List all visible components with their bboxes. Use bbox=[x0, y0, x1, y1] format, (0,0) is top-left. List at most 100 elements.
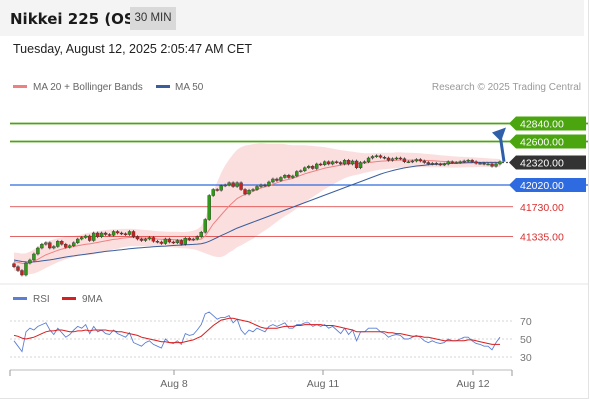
candle-body bbox=[478, 163, 482, 165]
candle-body bbox=[243, 189, 247, 195]
candle-body bbox=[482, 163, 486, 165]
candle-body bbox=[450, 161, 454, 163]
rsi-level-label-30: 30 bbox=[520, 352, 532, 364]
candle-body bbox=[259, 184, 263, 187]
candle-body bbox=[12, 263, 16, 267]
candle-body bbox=[227, 182, 231, 186]
datetime-label: Tuesday, August 12, 2025 2:05:47 AM CET bbox=[13, 42, 253, 56]
candle-body bbox=[386, 157, 391, 161]
candle-body bbox=[24, 262, 28, 276]
ma20-legend-label: MA 20 + Bollinger Bands bbox=[33, 82, 143, 93]
timeframe-button[interactable]: 30 MIN bbox=[130, 7, 176, 30]
candle-body bbox=[107, 234, 112, 236]
x-tick-label-2: Aug 11 bbox=[307, 378, 340, 390]
candle-body bbox=[115, 231, 120, 234]
candle-body bbox=[346, 160, 351, 165]
candle-body bbox=[446, 161, 450, 165]
candle-body bbox=[319, 163, 323, 166]
candle-body bbox=[203, 219, 207, 233]
candle-body bbox=[76, 238, 80, 243]
ma50-legend-label: MA 50 bbox=[175, 82, 204, 93]
candle-body bbox=[490, 163, 494, 167]
candle-body bbox=[402, 158, 407, 162]
candle-body bbox=[20, 270, 24, 276]
candle-body bbox=[167, 238, 172, 243]
candle-body bbox=[207, 195, 211, 220]
candle-body bbox=[32, 253, 36, 261]
projection-arrowhead bbox=[492, 127, 506, 142]
header-bar: Nikkei 225 (OSE) 30 MIN bbox=[0, 0, 584, 36]
rsi-legend-label: RSI bbox=[33, 294, 50, 305]
bollinger-band bbox=[14, 143, 500, 275]
projection-arrow-layer bbox=[492, 127, 506, 162]
level-tag-4 bbox=[509, 178, 586, 192]
rsi-ma-legend-label: 9MA bbox=[82, 294, 103, 305]
candle-body bbox=[330, 161, 335, 165]
candle-body bbox=[139, 238, 144, 241]
candle-body bbox=[311, 166, 315, 169]
candles-layer bbox=[12, 154, 502, 277]
candle-body bbox=[498, 161, 502, 165]
candle-body bbox=[434, 163, 438, 165]
candle-body bbox=[199, 232, 203, 237]
candle-body bbox=[195, 236, 199, 240]
candle-body bbox=[103, 232, 108, 235]
candle-body bbox=[327, 161, 331, 165]
candle-body bbox=[315, 163, 319, 169]
candle-body bbox=[382, 157, 387, 159]
candle-body bbox=[394, 157, 399, 160]
candle-body bbox=[16, 266, 20, 271]
x-tick-label-1: Aug 8 bbox=[160, 378, 188, 390]
candle-body bbox=[458, 161, 462, 163]
level-tag-1 bbox=[509, 116, 586, 131]
candle-body bbox=[406, 161, 411, 163]
rsi-panel: 70 50 30 bbox=[10, 311, 532, 364]
candle-body bbox=[215, 189, 219, 191]
candle-body bbox=[263, 184, 267, 187]
candle-body bbox=[370, 156, 375, 159]
level-label-5: 41730.00 bbox=[520, 202, 564, 214]
candle-body bbox=[191, 238, 195, 241]
candle-body bbox=[430, 163, 434, 165]
level-tag-3 bbox=[509, 155, 586, 170]
candle-body bbox=[390, 158, 395, 161]
candle-body bbox=[470, 160, 474, 162]
candle-body bbox=[64, 244, 68, 248]
candle-body bbox=[275, 178, 279, 181]
candle-body bbox=[68, 245, 72, 248]
candle-body bbox=[143, 238, 148, 241]
candle-body bbox=[155, 241, 160, 243]
candle-body bbox=[131, 231, 136, 237]
rsi-ma-line bbox=[13, 317, 500, 345]
x-axis: Aug 8 Aug 11 Aug 12 bbox=[9, 369, 513, 390]
candle-body bbox=[299, 170, 303, 172]
candle-body bbox=[462, 160, 466, 163]
candle-body bbox=[135, 236, 140, 240]
candle-body bbox=[374, 155, 379, 157]
ma20-legend-swatch bbox=[13, 85, 27, 88]
level-labels-layer: 42840.00 42600.00 42320.00 42020.00 41730.00… bbox=[509, 116, 586, 243]
candle-body bbox=[291, 175, 295, 178]
candle-body bbox=[44, 242, 48, 245]
candle-body bbox=[251, 189, 255, 191]
level-label-1: 42840.00 bbox=[520, 119, 564, 131]
candle-body bbox=[271, 178, 275, 183]
candle-body bbox=[247, 190, 251, 195]
candle-body bbox=[307, 166, 311, 168]
candle-body bbox=[474, 161, 478, 164]
candle-body bbox=[378, 155, 383, 158]
level-label-6: 41335.00 bbox=[520, 231, 564, 243]
x-tick-label-3: Aug 12 bbox=[456, 378, 489, 390]
candle-body bbox=[426, 162, 430, 165]
candle-body bbox=[127, 231, 132, 235]
candle-body bbox=[56, 241, 60, 247]
candle-body bbox=[338, 162, 343, 165]
candle-body bbox=[334, 161, 339, 163]
candle-body bbox=[36, 247, 40, 255]
candle-body bbox=[279, 177, 283, 181]
candle-body bbox=[358, 162, 363, 168]
ma50-line bbox=[13, 161, 500, 263]
candle-body bbox=[99, 232, 104, 237]
candle-body bbox=[80, 237, 84, 240]
